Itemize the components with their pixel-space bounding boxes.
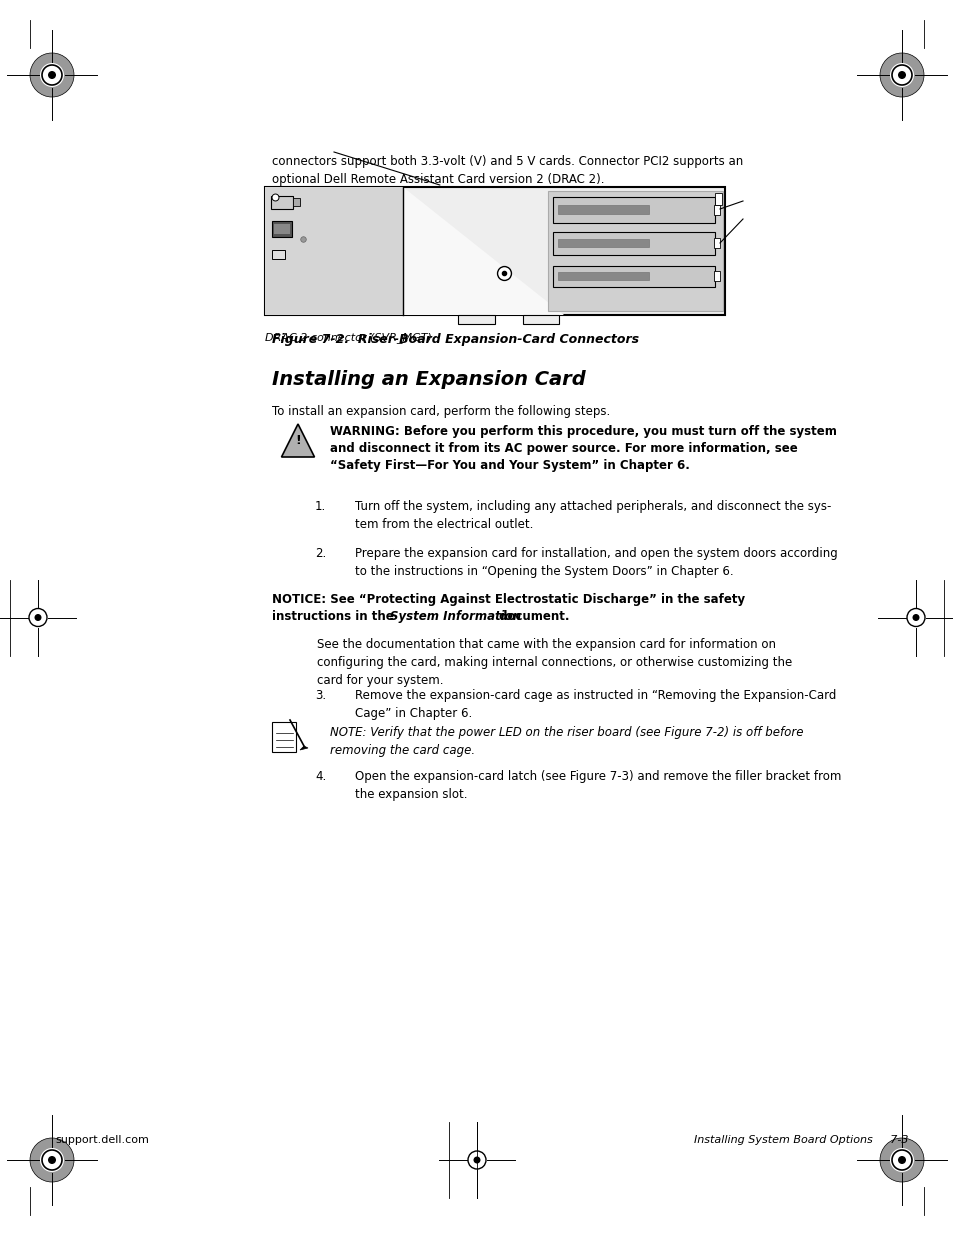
- FancyBboxPatch shape: [713, 270, 720, 282]
- Circle shape: [889, 63, 913, 86]
- Text: Open the expansion-card latch (see Figure 7-3) and remove the filler bracket fro: Open the expansion-card latch (see Figur…: [355, 769, 841, 802]
- FancyBboxPatch shape: [558, 238, 648, 247]
- Text: System Information: System Information: [390, 610, 520, 622]
- Text: “Safety First—For You and Your System” in Chapter 6.: “Safety First—For You and Your System” i…: [330, 459, 689, 472]
- Text: DRAC 2 connector (SVR_MGT): DRAC 2 connector (SVR_MGT): [265, 332, 432, 343]
- FancyBboxPatch shape: [265, 186, 724, 315]
- FancyBboxPatch shape: [553, 198, 714, 222]
- FancyBboxPatch shape: [558, 273, 648, 280]
- FancyBboxPatch shape: [713, 205, 720, 215]
- FancyBboxPatch shape: [547, 191, 722, 311]
- Text: connectors support both 3.3-volt (V) and 5 V cards. Connector PCI2 supports an
o: connectors support both 3.3-volt (V) and…: [272, 156, 742, 186]
- FancyBboxPatch shape: [558, 205, 648, 214]
- Text: NOTICE: See “Protecting Against Electrostatic Discharge” in the safety: NOTICE: See “Protecting Against Electros…: [272, 593, 744, 606]
- FancyBboxPatch shape: [271, 196, 293, 209]
- Circle shape: [879, 53, 923, 98]
- Text: To install an expansion card, perform the following steps.: To install an expansion card, perform th…: [272, 405, 610, 417]
- Text: instructions in the: instructions in the: [272, 610, 397, 622]
- Circle shape: [40, 63, 64, 86]
- FancyBboxPatch shape: [272, 722, 295, 752]
- Polygon shape: [299, 746, 308, 750]
- Circle shape: [34, 614, 42, 621]
- Text: See the documentation that came with the expansion card for information on
confi: See the documentation that came with the…: [316, 638, 791, 687]
- Circle shape: [897, 70, 905, 79]
- Circle shape: [473, 1156, 480, 1163]
- Text: 1.: 1.: [314, 500, 326, 513]
- Text: WARNING: Before you perform this procedure, you must turn off the system: WARNING: Before you perform this procedu…: [330, 425, 836, 438]
- Polygon shape: [281, 424, 314, 457]
- Circle shape: [30, 1137, 74, 1182]
- Text: !: !: [294, 433, 300, 447]
- Polygon shape: [402, 186, 563, 315]
- Circle shape: [40, 1149, 64, 1172]
- Text: 3.: 3.: [314, 689, 326, 701]
- Circle shape: [897, 1156, 905, 1165]
- FancyBboxPatch shape: [714, 193, 721, 205]
- FancyBboxPatch shape: [522, 315, 558, 324]
- FancyBboxPatch shape: [272, 221, 292, 237]
- Text: Installing System Board Options     7-3: Installing System Board Options 7-3: [694, 1135, 908, 1145]
- Circle shape: [879, 1137, 923, 1182]
- Text: Remove the expansion-card cage as instructed in “Removing the Expansion-Card
Cag: Remove the expansion-card cage as instru…: [355, 689, 836, 720]
- Text: Figure 7-2.  Riser-Board Expansion-Card Connectors: Figure 7-2. Riser-Board Expansion-Card C…: [272, 333, 639, 346]
- Circle shape: [48, 1156, 56, 1165]
- Text: 2.: 2.: [314, 547, 326, 559]
- Text: document.: document.: [495, 610, 569, 622]
- Text: and disconnect it from its AC power source. For more information, see: and disconnect it from its AC power sour…: [330, 442, 797, 454]
- FancyBboxPatch shape: [457, 315, 495, 324]
- FancyBboxPatch shape: [553, 266, 714, 288]
- Text: Turn off the system, including any attached peripherals, and disconnect the sys-: Turn off the system, including any attac…: [355, 500, 830, 531]
- Text: support.dell.com: support.dell.com: [55, 1135, 149, 1145]
- FancyBboxPatch shape: [274, 224, 290, 233]
- FancyBboxPatch shape: [713, 238, 720, 248]
- FancyBboxPatch shape: [553, 232, 714, 254]
- Circle shape: [30, 53, 74, 98]
- FancyBboxPatch shape: [265, 186, 402, 315]
- Text: 4.: 4.: [314, 769, 326, 783]
- Text: NOTE: Verify that the power LED on the riser board (see Figure 7-2) is off befor: NOTE: Verify that the power LED on the r…: [330, 726, 802, 757]
- Circle shape: [48, 70, 56, 79]
- Circle shape: [889, 1149, 913, 1172]
- FancyBboxPatch shape: [272, 249, 285, 259]
- Circle shape: [911, 614, 919, 621]
- FancyBboxPatch shape: [293, 198, 299, 206]
- Text: Prepare the expansion card for installation, and open the system doors according: Prepare the expansion card for installat…: [355, 547, 837, 578]
- Text: Installing an Expansion Card: Installing an Expansion Card: [272, 370, 585, 389]
